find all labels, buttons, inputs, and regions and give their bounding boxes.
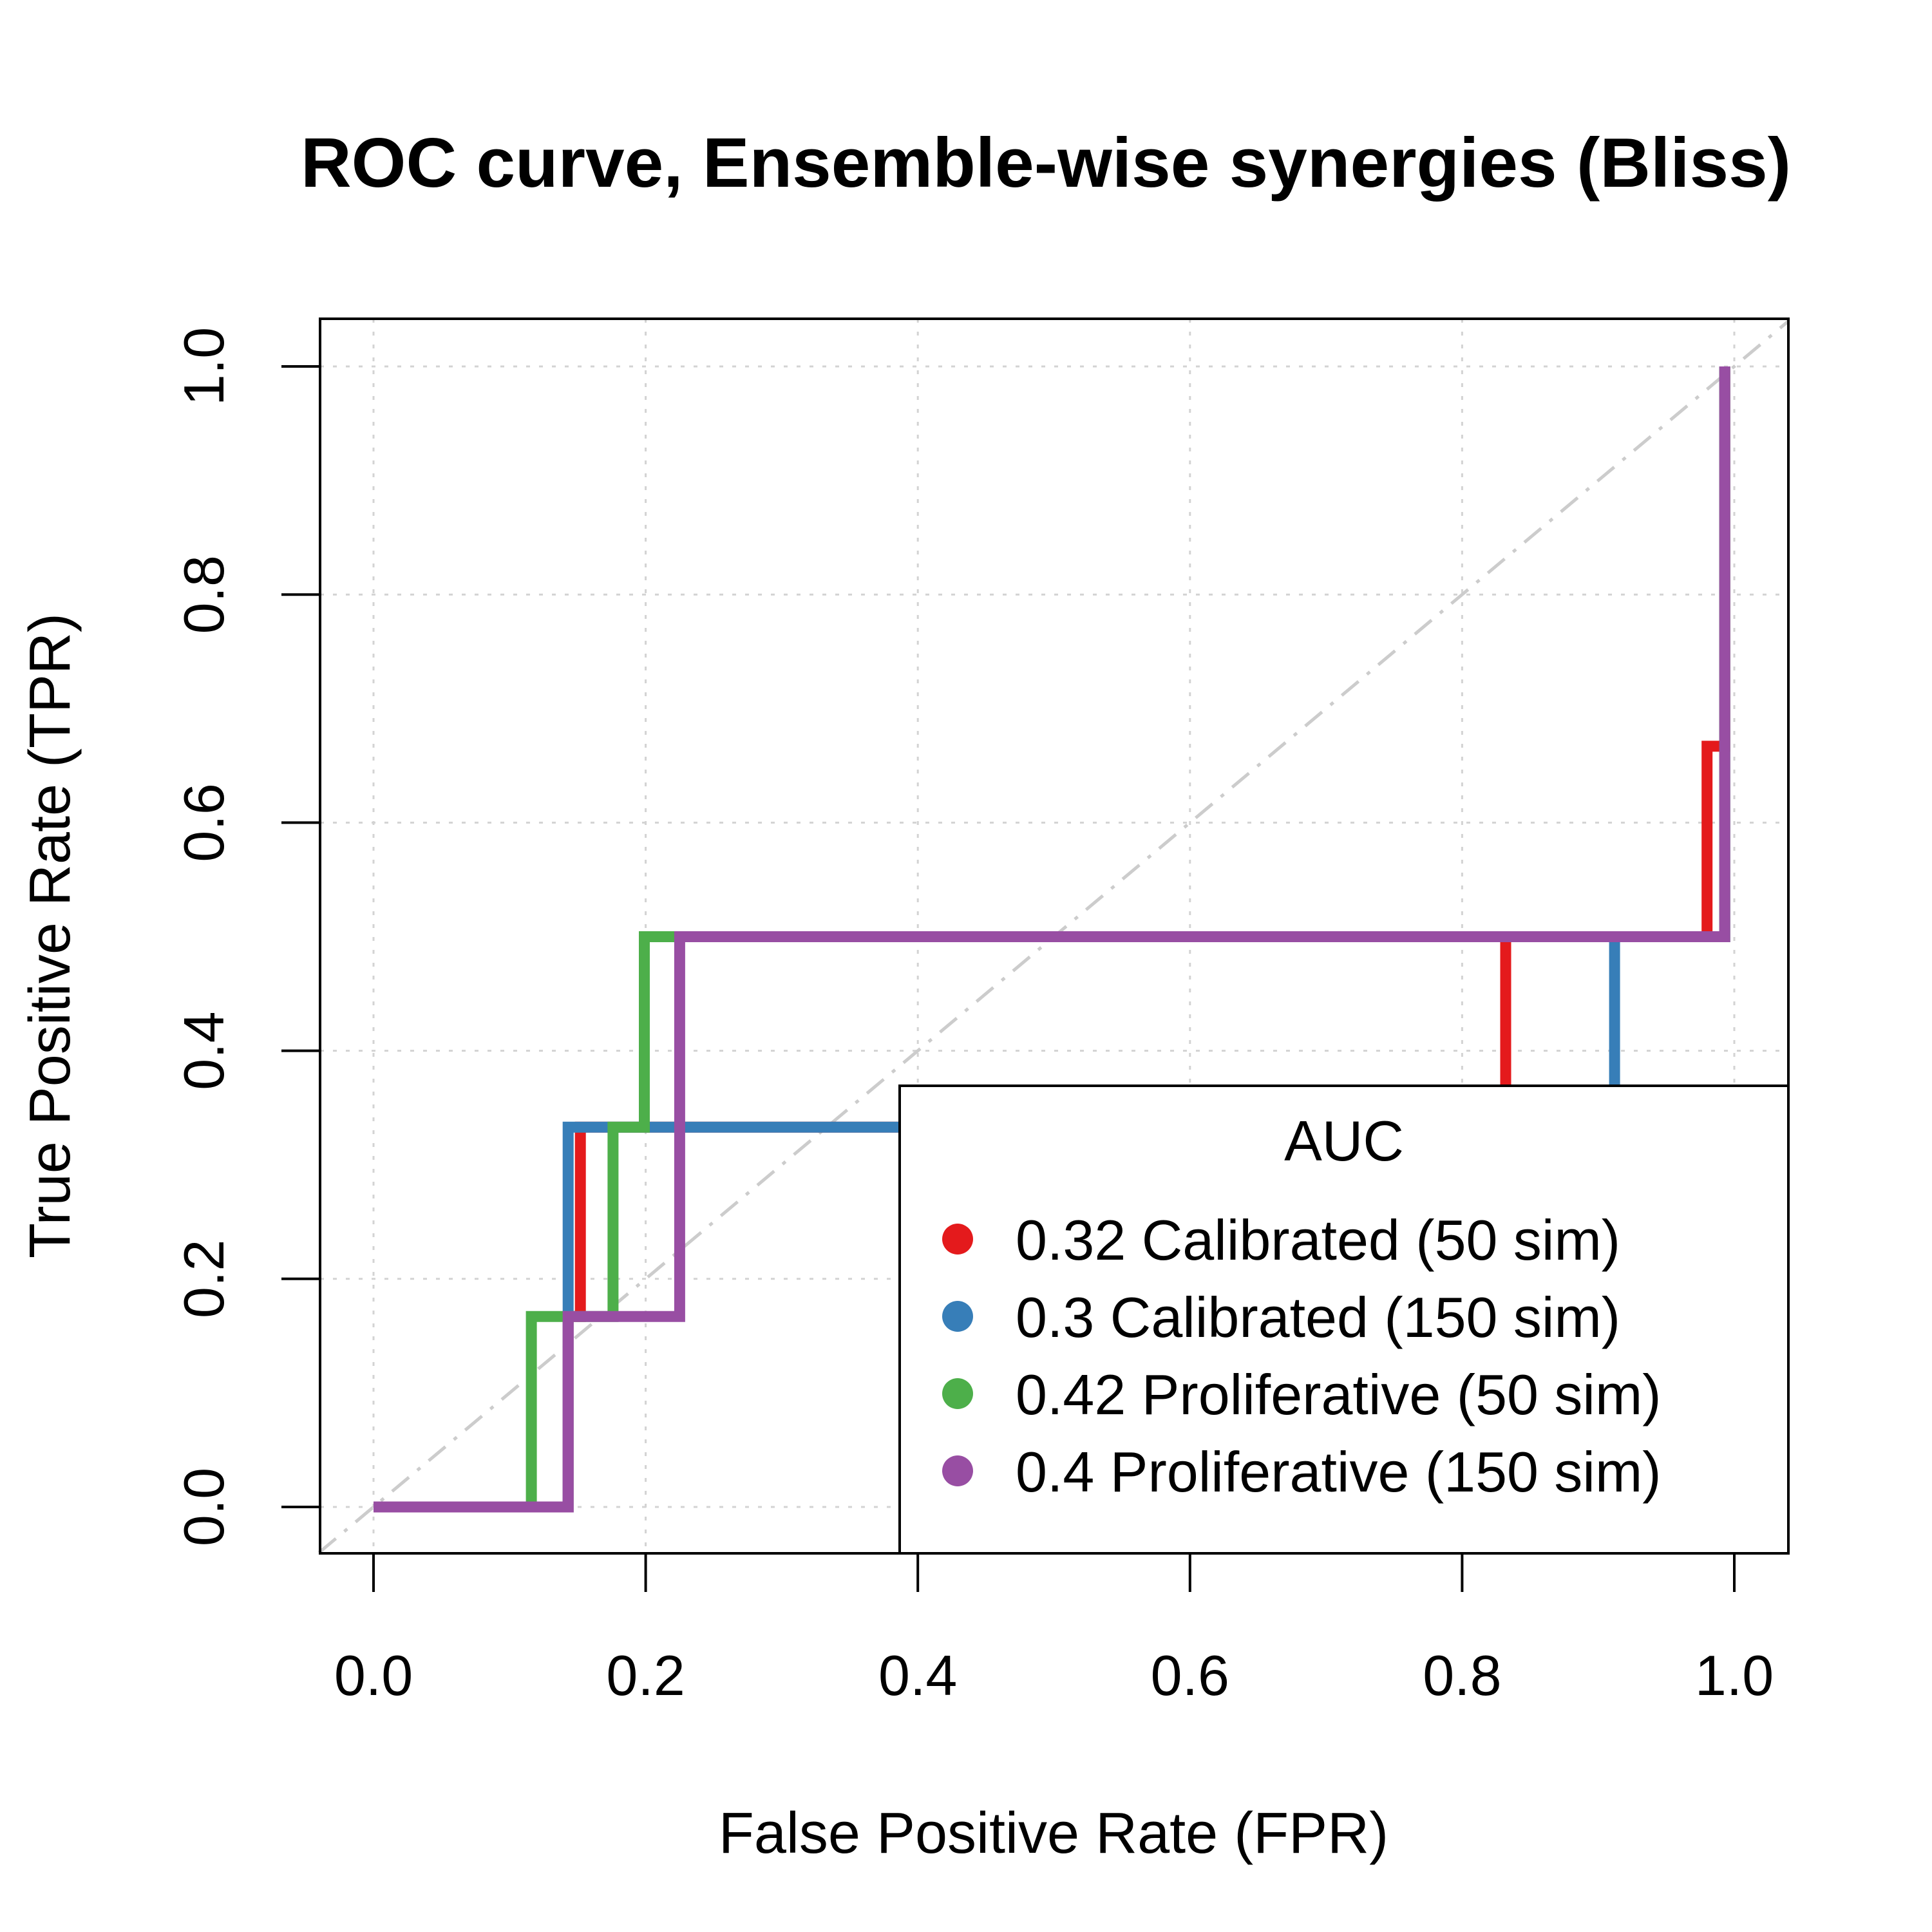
y-tick-label: 0.8: [172, 555, 236, 634]
legend-label: 0.3 Calibrated (150 sim): [1016, 1285, 1620, 1349]
series-layer: [374, 366, 1730, 1513]
x-tick-label: 1.0: [1695, 1643, 1774, 1707]
legend-label: 0.42 Proliferative (50 sim): [1016, 1363, 1662, 1426]
y-tick-label: 1.0: [172, 327, 236, 406]
x-axis-label: False Positive Rate (FPR): [719, 1801, 1388, 1866]
y-tick-label: 0.6: [172, 783, 236, 862]
legend-marker: [942, 1301, 973, 1332]
legend-label: 0.32 Calibrated (50 sim): [1016, 1208, 1620, 1272]
x-tick-label: 0.6: [1151, 1643, 1229, 1707]
y-axis-label: True Positive Rate (TPR): [18, 613, 82, 1258]
legend-marker: [942, 1224, 973, 1255]
legend-marker: [942, 1378, 973, 1409]
legend-title: AUC: [1284, 1109, 1404, 1173]
y-axis: 0.0 0.2 0.4 0.6 0.8 1.0: [172, 327, 320, 1546]
legend-entries: 0.32 Calibrated (50 sim) 0.3 Calibrated (…: [942, 1208, 1662, 1504]
x-tick-label: 0.4: [878, 1643, 957, 1707]
roc-series-4: [374, 366, 1730, 1513]
legend-box: [898, 1084, 1790, 1555]
chart-title: ROC curve, Ensemble-wise synergies (Blis…: [301, 124, 1791, 202]
y-tick-label: 0.4: [172, 1011, 236, 1090]
legend-label: 0.4 Proliferative (150 sim): [1016, 1440, 1662, 1504]
y-tick-label: 0.2: [172, 1240, 236, 1318]
legend-marker: [942, 1455, 973, 1486]
legend: AUC 0.32 Calibrated (50 sim) 0.3 Calibrat…: [898, 1084, 1790, 1555]
x-tick-label: 0.2: [606, 1643, 685, 1707]
x-tick-label: 0.0: [334, 1643, 413, 1707]
x-axis: 0.0 0.2 0.4 0.6 0.8 1.0: [334, 1553, 1774, 1707]
x-tick-label: 0.8: [1423, 1643, 1501, 1707]
y-tick-label: 0.0: [172, 1468, 236, 1546]
